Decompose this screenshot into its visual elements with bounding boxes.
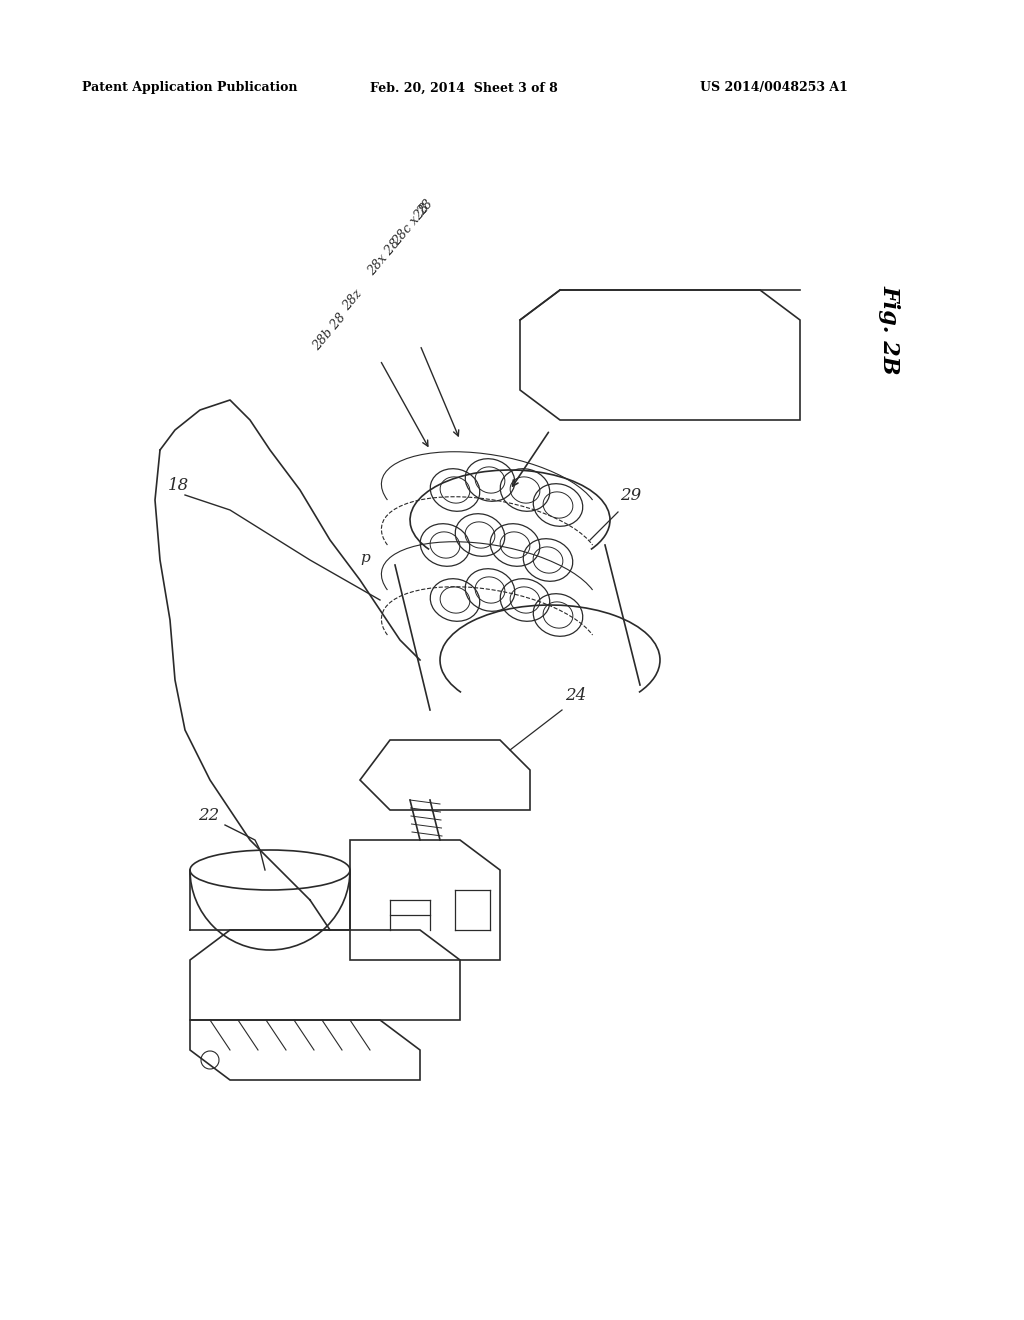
Text: 24: 24 (565, 686, 587, 704)
Text: 22: 22 (198, 807, 219, 824)
Text: 29: 29 (620, 487, 641, 504)
Text: p: p (360, 550, 370, 565)
Text: 18: 18 (168, 477, 189, 494)
Text: Patent Application Publication: Patent Application Publication (82, 82, 298, 95)
Text: 28c x28: 28c x28 (390, 202, 432, 248)
Text: 28z: 28z (340, 288, 365, 313)
Text: 28: 28 (415, 198, 435, 218)
Text: US 2014/0048253 A1: US 2014/0048253 A1 (700, 82, 848, 95)
Text: Fig. 2B: Fig. 2B (879, 285, 901, 375)
Text: 28b 28: 28b 28 (310, 312, 348, 352)
Text: 28x 28: 28x 28 (365, 236, 402, 279)
Text: Feb. 20, 2014  Sheet 3 of 8: Feb. 20, 2014 Sheet 3 of 8 (370, 82, 558, 95)
